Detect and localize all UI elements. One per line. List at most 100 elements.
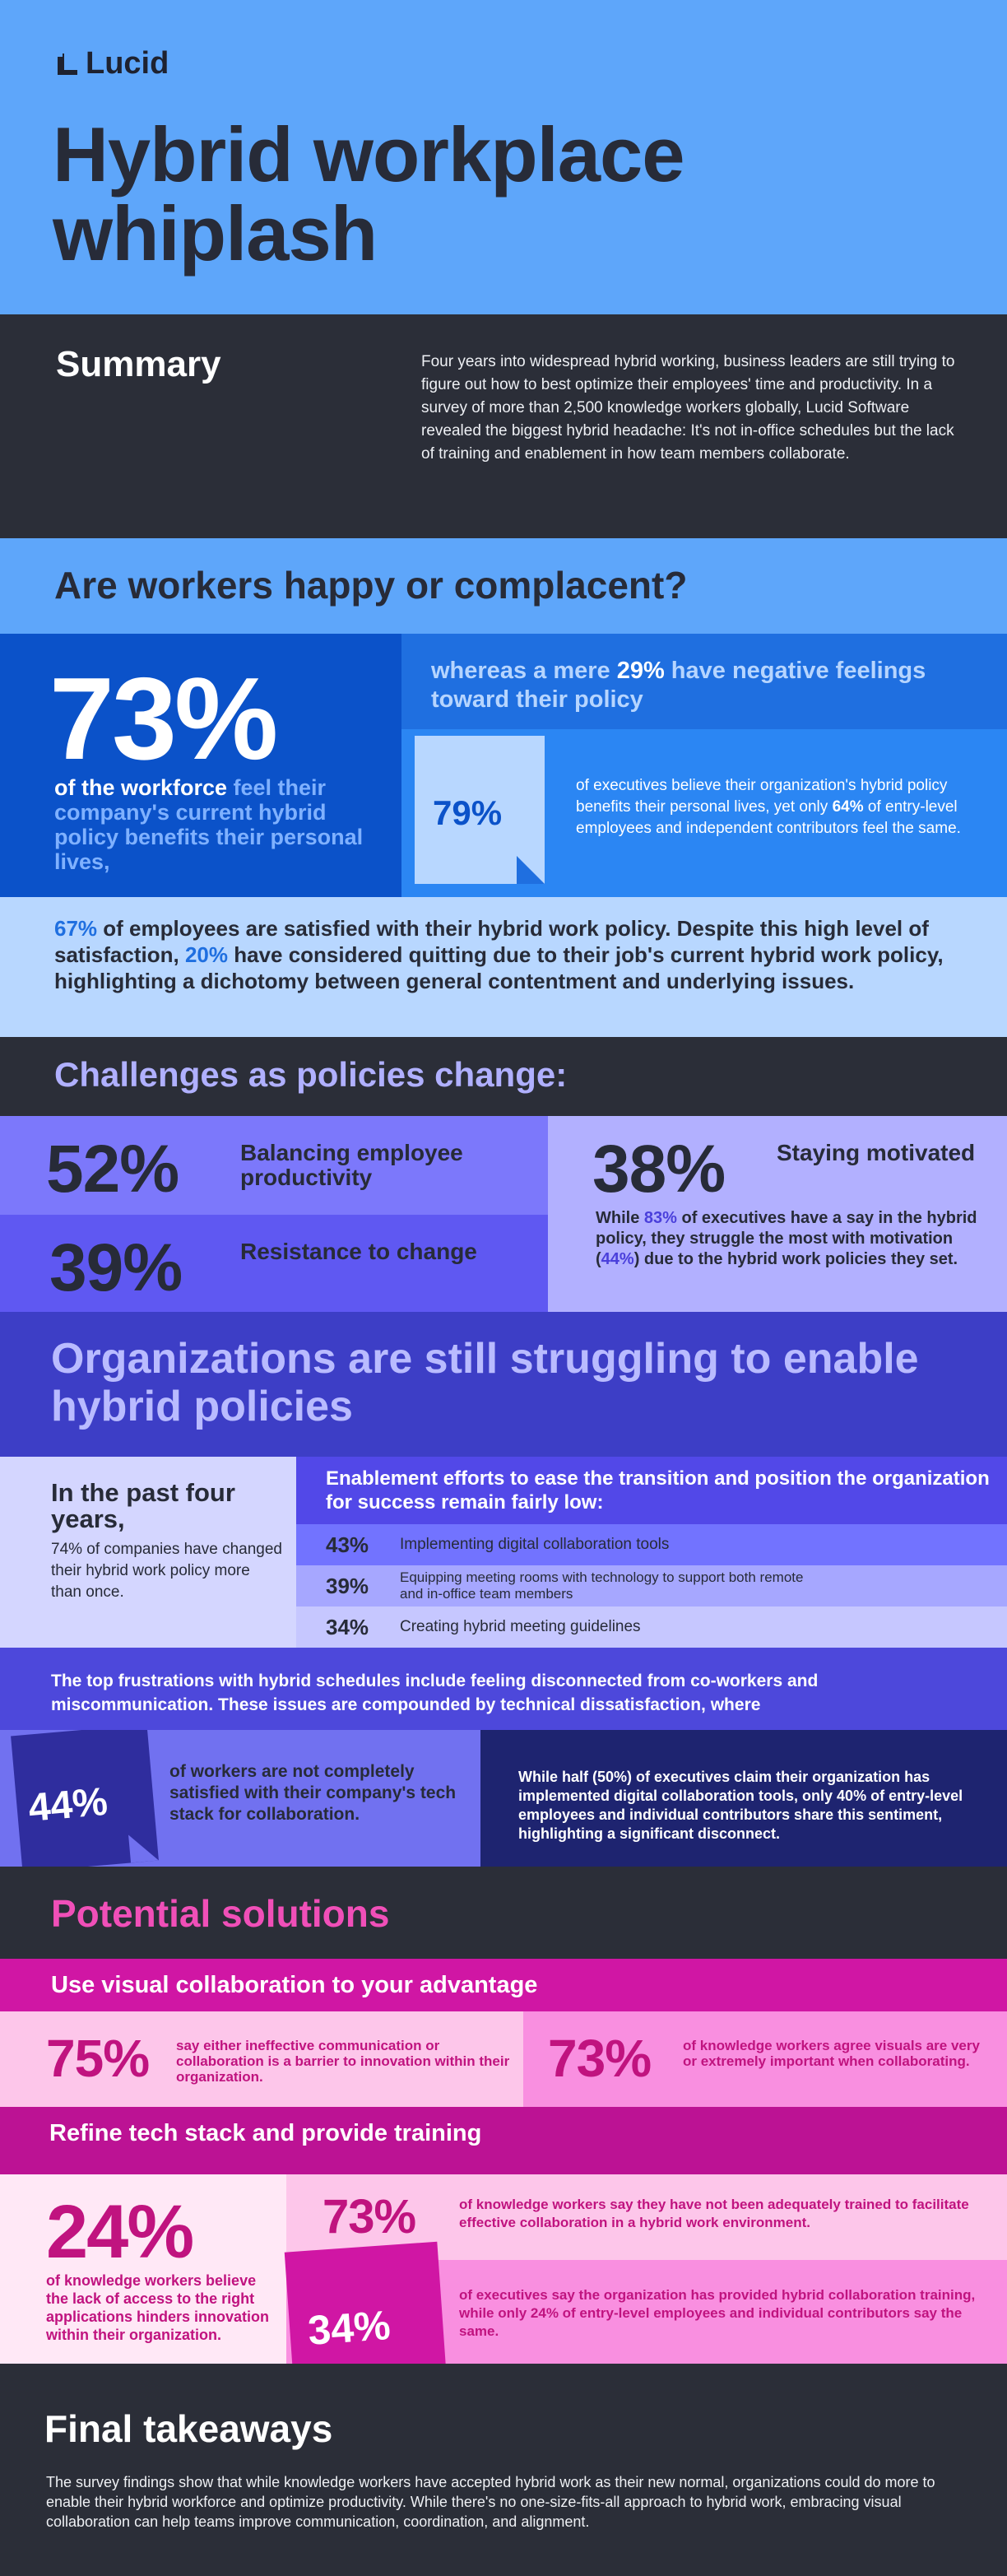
visual-text: say either ineffective communication or … <box>176 2038 510 2085</box>
challenge-label: Staying motivated <box>777 1140 976 1165</box>
visual-stat-innovation: 75% say either ineffective communication… <box>0 2011 523 2107</box>
effort-pct: 43% <box>326 1532 369 1557</box>
effort-row: 39% Equipping meeting rooms with technol… <box>296 1565 1007 1607</box>
mot-a: While <box>596 1209 644 1227</box>
mot-c: ) due to the hybrid work policies they s… <box>633 1250 958 1268</box>
sat-pct2: 20% <box>184 942 228 967</box>
challenge-resistance: 39% Resistance to change <box>0 1215 548 1312</box>
hero-section: Lucid Hybrid workplace whiplash <box>0 0 1007 314</box>
neg-a: whereas a mere <box>431 658 617 684</box>
workforce-stat-panel: 73% of the workforce feel their company'… <box>0 634 401 897</box>
exec-a: of executives believe their organization… <box>576 777 948 816</box>
sat-pct: 67% <box>54 916 98 941</box>
trained-text: of knowledge workers say they have not b… <box>459 2197 969 2230</box>
effort-row: 43% Implementing digital collaboration t… <box>296 1524 1007 1565</box>
dis-pct: 50% <box>597 1769 628 1785</box>
dis-a: While half ( <box>518 1769 597 1785</box>
exec-pct2: 64% <box>832 798 864 816</box>
dis-pct2: 40% <box>837 1788 867 1804</box>
training-pct: 34% <box>306 2302 392 2354</box>
challenge-label: Resistance to change <box>240 1239 477 1264</box>
happy-heading-band: Are workers happy or complacent? <box>0 538 1007 634</box>
final-heading: Final takeaways <box>44 2407 333 2450</box>
note-fold-icon <box>128 1832 159 1863</box>
effort-row: 34% Creating hybrid meeting guidelines <box>296 1607 1007 1648</box>
page-title: Hybrid workplace whiplash <box>53 111 685 277</box>
visual-stat-importance: 73% of knowledge workers agree visuals a… <box>523 2011 1007 2107</box>
motivation-text: While 83% of executives have a say in th… <box>596 1208 986 1270</box>
visual-text: of knowledge workers agree visuals are v… <box>683 2038 980 2069</box>
training-text: of executives say the organization has p… <box>459 2286 986 2341</box>
past-body: 74% of companies have changed their hybr… <box>51 1541 282 1601</box>
struggling-heading: Organizations are still struggling to en… <box>51 1335 919 1430</box>
executives-text: of executives believe their organization… <box>576 775 987 839</box>
past-four-years-panel: In the past four years, 74% of companies… <box>0 1457 296 1648</box>
sat-a: of employees are satisfied with their hy… <box>54 916 929 967</box>
happy-heading: Are workers happy or complacent? <box>54 564 688 607</box>
challenge-label: Balancing employee productivity <box>240 1140 463 1190</box>
dis-b: ) of executives claim their organization… <box>518 1769 930 1804</box>
mot-b: of executives have a say in the hybrid p… <box>596 1209 977 1268</box>
access-text: of knowledge workers believe the lack of… <box>46 2272 270 2343</box>
tech-heading-band: Refine tech stack and provide training <box>0 2107 1007 2174</box>
challenge-motivation: 38% Staying motivated While 83% of execu… <box>548 1116 1007 1312</box>
final-body: The survey findings show that while know… <box>46 2474 935 2530</box>
effort-label: Creating hybrid meeting guidelines <box>400 1618 641 1635</box>
satisfaction-text: 67% of employees are satisfied with thei… <box>54 915 968 994</box>
solutions-heading: Potential solutions <box>51 1892 390 1935</box>
summary-body: Four years into widespread hybrid workin… <box>421 353 955 463</box>
workforce-pct: 73% <box>49 653 278 784</box>
frustrations-text: The top frustrations with hybrid schedul… <box>51 1672 819 1714</box>
satisfaction-band: 67% of employees are satisfied with thei… <box>0 897 1007 1037</box>
neg-pct: 29% <box>616 658 665 684</box>
final-section: Final takeaways The survey findings show… <box>0 2364 1007 2576</box>
sticky-note-79: 79% <box>415 736 545 884</box>
solutions-heading-band: Potential solutions <box>0 1867 1007 1959</box>
sat-b: have considered quitting due to their jo… <box>54 942 944 993</box>
access-pct: 24% <box>46 2190 194 2274</box>
challenge-pct: 38% <box>592 1132 726 1207</box>
train-b: of entry-level employees and individual … <box>459 2305 963 2339</box>
exec-pct: 79% <box>433 793 503 832</box>
effort-pct: 39% <box>326 1573 369 1598</box>
executives-panel: 79% of executives believe their organiza… <box>401 729 1007 897</box>
summary-section: Summary Four years into widespread hybri… <box>0 314 1007 538</box>
logo-text: Lucid <box>86 46 169 81</box>
note-fold-icon <box>517 856 545 884</box>
dis-c: of entry-level employees and individual … <box>518 1788 963 1842</box>
workforce-text: of the workforce feel their company's cu… <box>54 775 392 874</box>
mot-pct: 83% <box>643 1209 677 1227</box>
negative-feelings-text: whereas a mere 29% have negative feeling… <box>431 657 999 714</box>
negative-feelings-panel: whereas a mere 29% have negative feeling… <box>401 634 1007 729</box>
trained-pct: 73% <box>323 2190 416 2244</box>
access-stat-panel: 24% of knowledge workers believe the lac… <box>0 2174 286 2364</box>
exec-b: of entry-level employees and independent… <box>576 798 961 837</box>
visual-heading-band: Use visual collaboration to your advanta… <box>0 1959 1007 2011</box>
sticky-note-44: 44% <box>11 1730 159 1867</box>
past-title: In the past four years, <box>51 1478 235 1533</box>
workforce-text-b: feel their company's current hybrid poli… <box>54 775 364 874</box>
disconnect-text: While half (50%) of executives claim the… <box>518 1768 987 1844</box>
tech-pct: 44% <box>26 1779 109 1830</box>
effort-pct: 34% <box>326 1614 369 1639</box>
challenge-productivity: 52% Balancing employee productivity <box>0 1116 548 1215</box>
lucid-logo[interactable]: Lucid <box>56 46 169 81</box>
train-a: of executives say the organization has p… <box>459 2287 976 2321</box>
frustrations-band: The top frustrations with hybrid schedul… <box>0 1648 1007 1730</box>
tech-heading: Refine tech stack and provide training <box>49 2120 482 2146</box>
visual-pct: 75% <box>46 2029 150 2088</box>
challenges-heading-band: Challenges as policies change: <box>0 1037 1007 1116</box>
tech-stack-panel: 44% of workers are not completely satisf… <box>0 1730 480 1867</box>
challenge-pct: 39% <box>49 1230 183 1305</box>
challenges-heading: Challenges as policies change: <box>54 1055 568 1094</box>
visual-heading: Use visual collaboration to your advanta… <box>51 1972 538 1998</box>
disconnect-panel: While half (50%) of executives claim the… <box>480 1730 1007 1867</box>
struggling-heading-band: Organizations are still struggling to en… <box>0 1312 1007 1457</box>
visual-pct: 73% <box>548 2029 652 2088</box>
effort-label: Equipping meeting rooms with technology … <box>400 1569 804 1602</box>
enablement-heading: Enablement efforts to ease the transitio… <box>326 1467 990 1514</box>
mot-pct2: 44% <box>601 1250 634 1268</box>
train-pct2: 24% <box>530 2305 559 2321</box>
lucid-logo-icon <box>58 53 77 75</box>
